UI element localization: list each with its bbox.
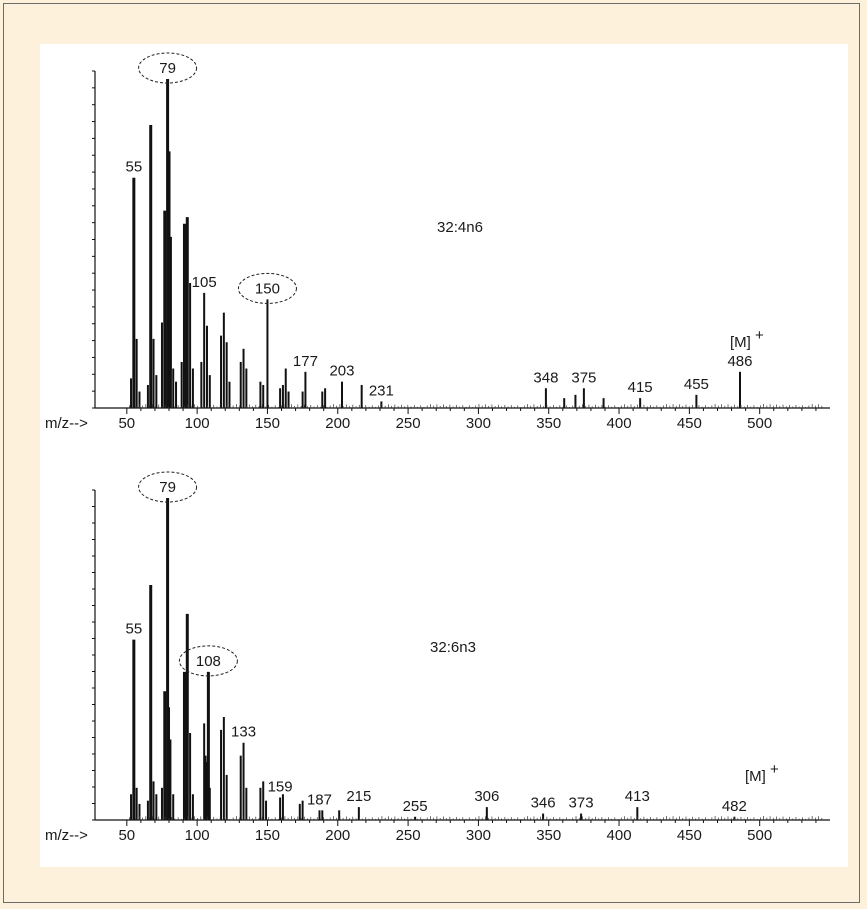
x-tick-label: 250 <box>396 415 421 432</box>
circled-peak-ellipse <box>237 272 297 304</box>
x-tick-label: 100 <box>185 415 210 432</box>
spectrum-32-6n3: m/z--> 50 100 150 200 250 300 350 400 450 500 55 79 1… <box>45 471 830 844</box>
peak-label: 455 <box>684 376 709 393</box>
peak-label: 177 <box>293 353 318 370</box>
peak-label: 55 <box>126 159 143 176</box>
peak-label: 413 <box>625 788 650 805</box>
x-tick-label: 150 <box>255 415 280 432</box>
peak-label: 346 <box>531 795 556 812</box>
x-tick-label: 450 <box>677 827 702 844</box>
x-tick-label: 150 <box>255 827 280 844</box>
peak-label: 55 <box>126 621 143 638</box>
peak-label: 348 <box>533 369 558 386</box>
peak-label: 486 <box>727 353 752 370</box>
spectra-panel: m/z--> 50 100 150 200 250 300 350 400 450 500 55 79 1… <box>40 44 848 867</box>
peak-label: 133 <box>231 724 256 741</box>
x-tick-label: 50 <box>118 415 135 432</box>
compound-label: 32:4n6 <box>437 219 483 236</box>
circled-peak-ellipse <box>178 645 238 677</box>
peak-label: 482 <box>722 798 747 815</box>
peak-label: 79 <box>159 479 176 496</box>
molecular-ion-label: [M] <box>730 334 751 351</box>
peak-label: 108 <box>196 653 221 670</box>
x-tick-label: 300 <box>466 415 491 432</box>
circled-peak-ellipse <box>138 52 198 84</box>
molecular-ion-label: [M] <box>745 768 766 785</box>
axis-prefix: m/z--> <box>45 827 88 844</box>
peak-label: 215 <box>346 788 371 805</box>
peak-label: 255 <box>403 798 428 815</box>
peak-label: 203 <box>329 363 354 380</box>
peak-label: 375 <box>571 369 596 386</box>
spectrum-32-4n6: m/z--> 50 100 150 200 250 300 350 400 450 500 55 79 1… <box>45 52 830 432</box>
x-tick-label: 300 <box>466 827 491 844</box>
peak-label: 373 <box>569 795 594 812</box>
x-tick-label: 250 <box>396 827 421 844</box>
peak-label: 159 <box>268 778 293 795</box>
axis-prefix: m/z--> <box>45 415 88 432</box>
compound-label: 32:6n3 <box>430 639 476 656</box>
peak-label: 231 <box>369 382 394 399</box>
x-tick-label: 350 <box>536 827 561 844</box>
molecular-ion-superscript: + <box>770 761 779 778</box>
x-tick-label: 50 <box>118 827 135 844</box>
peak-label: 187 <box>307 791 332 808</box>
peak-label: 105 <box>192 274 217 291</box>
figure-frame: m/z--> 50 100 150 200 250 300 350 400 450 500 55 79 1… <box>3 3 860 903</box>
x-tick-label: 500 <box>747 415 772 432</box>
x-tick-label: 400 <box>607 827 632 844</box>
x-tick-label: 200 <box>325 415 350 432</box>
x-tick-label: 400 <box>607 415 632 432</box>
peak-label: 150 <box>255 280 280 297</box>
peak-label: 79 <box>159 60 176 77</box>
x-tick-label: 100 <box>185 827 210 844</box>
x-tick-label: 500 <box>747 827 772 844</box>
x-tick-label: 350 <box>536 415 561 432</box>
peak-label: 306 <box>474 788 499 805</box>
peak-label: 415 <box>628 379 653 396</box>
x-tick-label: 450 <box>677 415 702 432</box>
circled-peak-ellipse <box>138 471 198 503</box>
x-tick-label: 200 <box>325 827 350 844</box>
molecular-ion-superscript: + <box>755 327 764 344</box>
